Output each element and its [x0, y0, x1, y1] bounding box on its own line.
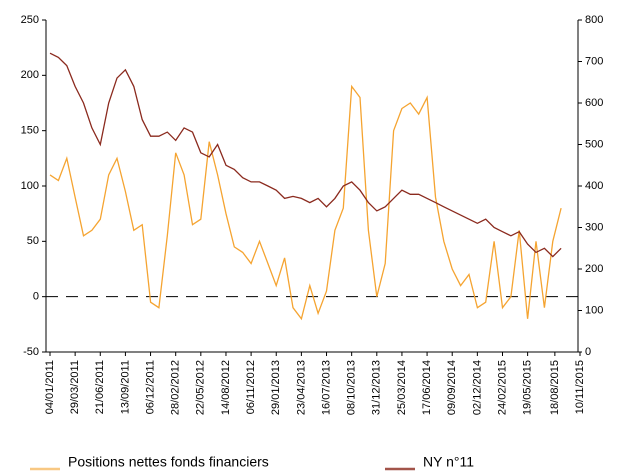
y2-tick-label: 0 [585, 346, 591, 358]
x-tick-label: 28/02/2012 [170, 360, 182, 415]
y2-tick-label: 700 [585, 55, 603, 67]
x-tick-label: 21/06/2011 [94, 360, 106, 414]
y2-tick-label: 300 [585, 221, 603, 233]
x-tick-label: 04/01/2011 [44, 360, 56, 414]
x-tick-label: 29/01/2013 [270, 360, 282, 415]
y2-tick-label: 100 [585, 304, 603, 316]
y2-tick-label: 200 [585, 263, 603, 275]
x-tick-label: 23/04/2013 [295, 360, 307, 415]
x-tick-label: 29/03/2011 [69, 360, 81, 414]
x-tick-label: 22/05/2012 [195, 360, 207, 415]
x-tick-label: 06/12/2011 [144, 360, 156, 414]
x-tick-label: 18/08/2015 [549, 360, 561, 415]
legend-label: NY n°11 [423, 454, 474, 470]
y-tick-label: 150 [21, 125, 39, 137]
x-tick-label: 25/03/2014 [396, 360, 408, 415]
legend-label: Positions nettes fonds financiers [68, 454, 269, 470]
x-tick-label: 09/09/2014 [446, 360, 458, 415]
x-tick-label: 24/02/2015 [496, 360, 508, 415]
y-tick-label: 250 [21, 14, 39, 26]
y2-tick-label: 800 [585, 14, 603, 26]
y-tick-label: 50 [27, 235, 39, 247]
x-tick-label: 31/12/2013 [371, 360, 383, 415]
y-tick-label: 100 [21, 180, 39, 192]
x-tick-label: 17/06/2014 [421, 360, 433, 415]
y-tick-label: -50 [23, 346, 39, 358]
series-line [49, 52, 562, 258]
y2-tick-label: 400 [585, 180, 603, 192]
y2-tick-label: 500 [585, 138, 603, 150]
series-line [49, 84, 562, 321]
x-tick-label: 16/07/2013 [320, 360, 332, 415]
y2-tick-label: 600 [585, 97, 603, 109]
x-tick-label: 13/09/2011 [119, 360, 131, 414]
x-tick-label: 10/11/2015 [574, 360, 586, 414]
y-tick-label: 0 [33, 291, 39, 303]
x-tick-label: 02/12/2014 [471, 360, 483, 415]
x-tick-label: 08/10/2013 [346, 360, 358, 415]
x-tick-label: 19/05/2015 [522, 360, 534, 415]
y-tick-label: 200 [21, 69, 39, 81]
x-tick-label: 06/11/2012 [245, 360, 257, 414]
x-tick-label: 14/08/2012 [220, 360, 232, 415]
